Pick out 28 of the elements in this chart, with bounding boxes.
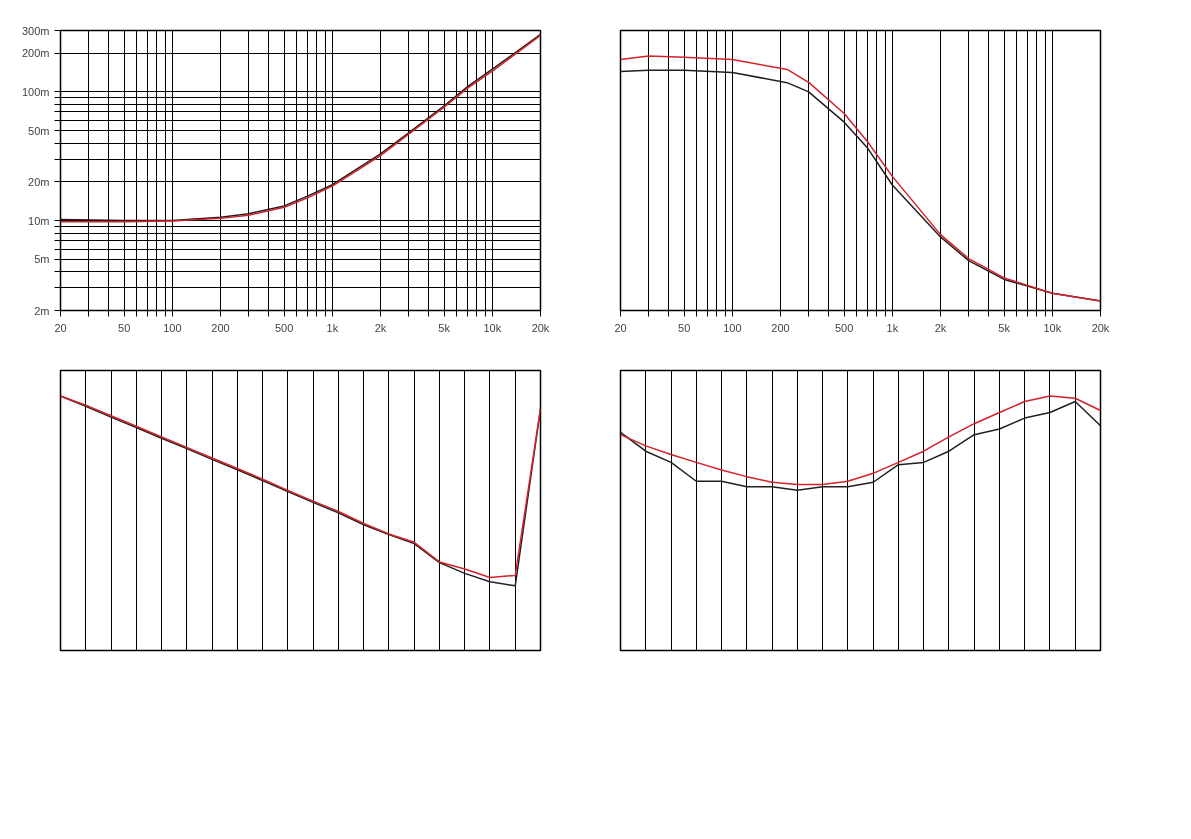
x-tick-label: 500 [834,321,854,334]
x-tick-label: 20 [614,321,627,334]
y-tick-label: 100m [21,85,50,98]
x-tick-label: 1k [326,321,339,334]
x-tick-label: 20k [531,321,550,334]
y-tick-label: 300m [21,24,50,37]
x-tick-label: 20 [54,321,67,334]
x-tick-label: 50 [678,321,691,334]
x-tick-label: 20k [1091,321,1110,334]
y-tick-label: 200m [21,47,50,60]
x-tick-label: 100 [723,321,742,334]
x-tick-label: 2k [374,321,387,334]
x-tick-label: 50 [118,321,131,334]
x-tick-label: 10k [1043,321,1062,334]
x-tick-label: 2k [934,321,947,334]
x-tick-label: 200 [771,321,790,334]
y-tick-label: 20m [28,175,50,188]
x-tick-label: 5k [438,321,451,334]
y-tick-label: 10m [28,214,50,227]
x-tick-label: 100 [163,321,182,334]
x-tick-label: 200 [211,321,230,334]
x-tick-label: 5k [998,321,1011,334]
x-tick-label: 1k [886,321,899,334]
y-tick-label: 2m [34,304,50,317]
x-tick-label: 10k [483,321,502,334]
y-tick-label: 5m [34,253,50,266]
y-tick-label: 50m [28,124,50,137]
x-tick-label: 500 [274,321,294,334]
